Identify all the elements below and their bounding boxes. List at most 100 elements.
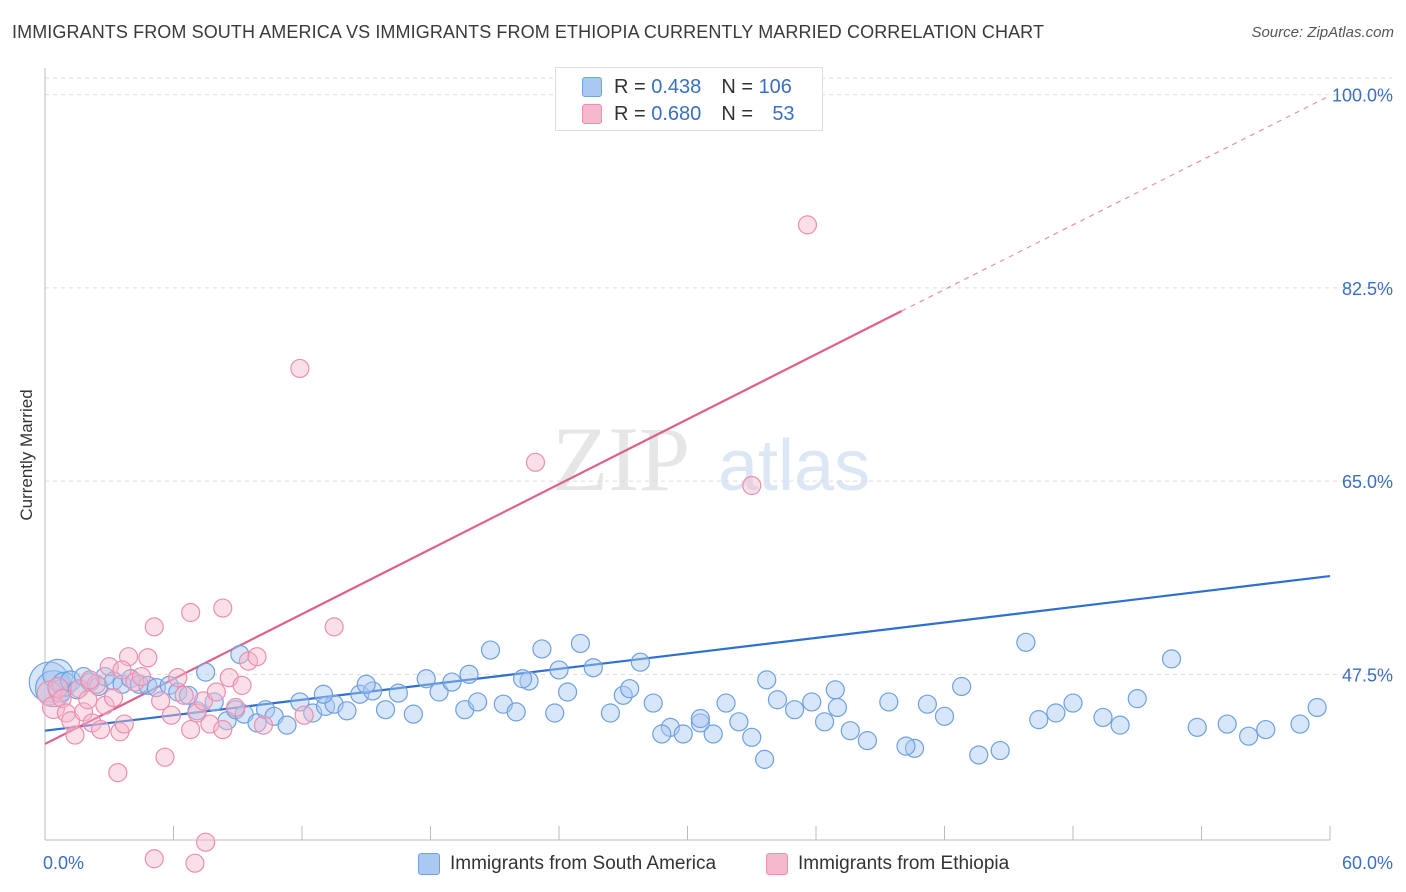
point-south-america-40 — [416, 669, 436, 689]
point-ethiopia-15 — [103, 687, 124, 708]
legend-swatch-blue — [582, 77, 602, 97]
point-south-america-101 — [825, 680, 845, 700]
point-ethiopia-46 — [213, 598, 233, 618]
point-ethiopia-35 — [226, 697, 246, 718]
point-ethiopia-52 — [742, 475, 762, 496]
point-ethiopia-24 — [155, 747, 175, 767]
point-ethiopia-38 — [247, 647, 267, 667]
point-south-america-100 — [620, 679, 640, 699]
legend-swatch-pink — [582, 104, 602, 124]
point-south-america-76 — [934, 706, 955, 726]
point-south-america-71 — [840, 721, 860, 741]
point-south-america-67 — [784, 700, 805, 720]
point-south-america-57 — [643, 693, 663, 713]
point-ethiopia-45 — [144, 849, 164, 869]
point-ethiopia-48 — [108, 763, 128, 783]
n-value-south-america: 106 — [758, 75, 792, 98]
legend-label-ethiopia: Immigrants from Ethiopia — [798, 853, 1010, 874]
point-south-america-19 — [178, 685, 199, 705]
point-south-america-21 — [196, 662, 216, 682]
point-south-america-44 — [468, 692, 488, 712]
point-south-america-66 — [767, 690, 788, 710]
point-ethiopia-39 — [253, 715, 274, 735]
r-value-ethiopia: 0.680 — [651, 102, 702, 125]
watermark-atlas: atlas — [718, 426, 870, 506]
r-label: R = — [614, 75, 646, 98]
y-tick-label-0: 47.5% — [1342, 665, 1393, 685]
point-ethiopia-44 — [185, 853, 205, 873]
point-ethiopia-42 — [181, 602, 201, 623]
point-south-america-75 — [917, 694, 937, 714]
point-ethiopia-50 — [797, 215, 818, 235]
point-south-america-96 — [690, 708, 710, 729]
point-south-america-42 — [442, 672, 462, 692]
point-south-america-37 — [375, 700, 396, 720]
point-ethiopia-51 — [525, 452, 546, 472]
point-south-america-105 — [512, 669, 533, 689]
point-south-america-80 — [1016, 632, 1036, 652]
point-south-america-78 — [969, 745, 989, 765]
legend-swatch-pink — [766, 853, 788, 875]
point-ethiopia-29 — [187, 703, 207, 723]
point-south-america-69 — [814, 712, 835, 732]
point-south-america-85 — [1110, 715, 1130, 735]
point-south-america-102 — [652, 724, 672, 744]
n-label: N = — [721, 102, 753, 125]
stats-row-ethiopia: R = 0.680 N = 53 — [582, 102, 795, 126]
point-south-america-64 — [742, 727, 762, 747]
point-south-america-72 — [857, 731, 878, 751]
point-ethiopia-41 — [112, 660, 132, 680]
point-ethiopia-21 — [138, 648, 158, 668]
point-ethiopia-32 — [206, 682, 226, 702]
x-axis-min-label: 0.0% — [43, 853, 85, 873]
point-south-america-29 — [277, 715, 297, 735]
stats-legend: R = 0.438 N = 106 R = 0.680 N = 53 — [555, 67, 823, 131]
point-south-america-89 — [1217, 714, 1237, 734]
point-south-america-81 — [1029, 710, 1049, 730]
point-south-america-99 — [549, 660, 569, 680]
point-south-america-38 — [388, 683, 408, 703]
point-ethiopia-43 — [196, 832, 216, 852]
point-south-america-84 — [1093, 707, 1113, 728]
point-south-america-59 — [673, 724, 693, 744]
point-south-america-47 — [506, 702, 526, 722]
point-south-america-98 — [356, 674, 376, 694]
point-ethiopia-3 — [52, 689, 72, 709]
point-ethiopia-47 — [324, 617, 344, 637]
point-south-america-77 — [952, 676, 972, 697]
y-tick-label-1: 65.0% — [1342, 472, 1393, 492]
point-south-america-60 — [690, 713, 710, 733]
point-ethiopia-37 — [238, 651, 259, 671]
n-value-ethiopia: 53 — [772, 102, 795, 125]
point-ethiopia-9 — [78, 690, 98, 710]
stats-row-south-america: R = 0.438 N = 106 — [582, 75, 792, 99]
point-south-america-41 — [429, 682, 449, 702]
point-south-america-34 — [337, 701, 357, 721]
point-south-america-82 — [1046, 703, 1066, 723]
point-ethiopia-53 — [294, 705, 314, 725]
trend-line-1 — [44, 310, 903, 745]
x-axis-max-label: 60.0% — [1341, 853, 1393, 873]
point-south-america-68 — [802, 692, 822, 712]
point-south-america-65 — [754, 749, 775, 769]
chart-title: IMMIGRANTS FROM SOUTH AMERICA VS IMMIGRA… — [12, 22, 1045, 42]
point-south-america-86 — [1127, 689, 1147, 709]
point-ethiopia-27 — [174, 685, 194, 705]
point-south-america-52 — [570, 633, 591, 654]
point-ethiopia-6 — [65, 725, 85, 745]
point-ethiopia-20 — [131, 666, 151, 687]
point-ethiopia-22 — [144, 617, 164, 637]
point-ethiopia-36 — [232, 675, 252, 695]
point-ethiopia-2 — [47, 676, 69, 699]
point-south-america-61 — [703, 724, 723, 744]
y-tick-label-2: 82.5% — [1342, 279, 1393, 299]
point-ethiopia-40 — [80, 670, 100, 690]
point-south-america-45 — [480, 640, 501, 660]
trend-line-0 — [44, 574, 1331, 732]
point-south-america-103 — [757, 670, 777, 690]
legend-label-south-america: Immigrants from South America — [450, 853, 717, 874]
point-south-america-50 — [545, 703, 565, 723]
point-ethiopia-23 — [151, 691, 171, 711]
point-south-america-63 — [729, 712, 749, 732]
point-ethiopia-26 — [168, 668, 188, 688]
